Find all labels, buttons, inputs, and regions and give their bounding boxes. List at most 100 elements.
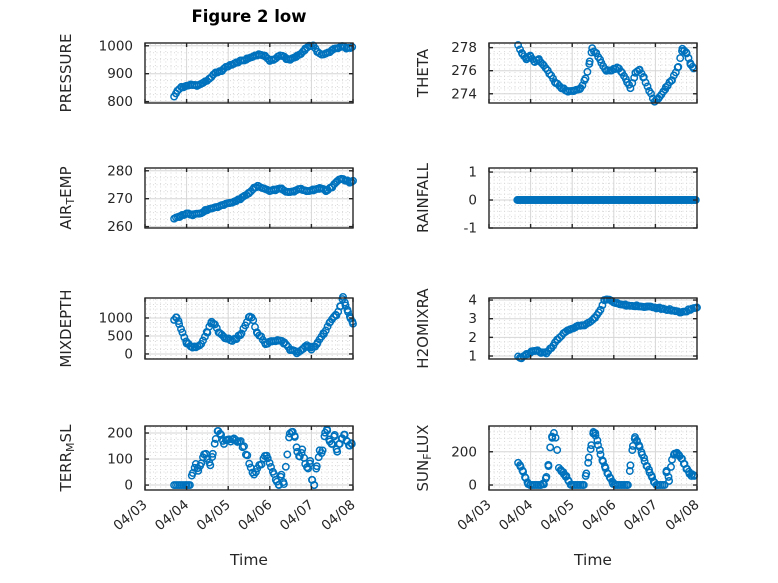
major-grid (145, 168, 353, 228)
marker (591, 431, 600, 440)
marker (640, 453, 648, 462)
y-tick-labels: 260 270 280 (107, 163, 133, 235)
marker (249, 316, 258, 325)
y-tick-labels: 0 100 200 (107, 426, 133, 494)
x-tick-label: 04/07 (277, 497, 317, 534)
x-tick-label: 04/06 (579, 497, 619, 534)
y-axis-label: AIRTEMP (57, 166, 77, 229)
scatter-series (514, 41, 698, 106)
marker (305, 459, 314, 468)
marker (211, 435, 220, 443)
y-tick-label: 1000 (99, 38, 133, 54)
y-tick-label: 274 (451, 86, 477, 102)
minor-grid (146, 169, 352, 227)
marker (312, 462, 321, 471)
marker (277, 470, 286, 479)
y-axis-label: TERRMSL (57, 424, 77, 493)
marker (310, 481, 319, 490)
x-tick-label: 04/04 (152, 497, 192, 534)
marker (347, 177, 356, 186)
marker (283, 450, 292, 459)
marker (549, 429, 558, 437)
marker (583, 67, 592, 76)
marker (553, 79, 562, 88)
marker (216, 429, 225, 438)
marker (581, 74, 590, 83)
x-tick-labels: 04/03 04/04 04/05 04/06 04/07 04/08 (454, 497, 702, 534)
y-tick-label: 0 (468, 478, 477, 494)
x-tick-label: 04/06 (235, 497, 275, 534)
axes-box (488, 425, 698, 491)
y-tick-label: 260 (107, 219, 133, 235)
marker (544, 462, 553, 471)
y-tick-label: 0 (124, 478, 133, 494)
marker (545, 69, 554, 78)
y-tick-labels: 0 500 1000 (99, 310, 133, 362)
x-tick-label: 04/05 (194, 497, 234, 534)
marker (542, 472, 551, 481)
marker (667, 462, 675, 471)
marker (514, 41, 523, 50)
marker (298, 445, 307, 454)
scatter-series (513, 196, 700, 204)
y-tick-label: 200 (451, 444, 477, 460)
axes-box (144, 42, 354, 104)
y-tick-label: 1000 (99, 310, 133, 326)
marker (206, 461, 215, 470)
x-tick-label: 04/05 (538, 497, 578, 534)
marker (323, 426, 332, 435)
marker (674, 62, 683, 71)
marker (304, 464, 313, 473)
y-tick-label: 200 (107, 426, 133, 442)
marker (208, 453, 217, 461)
y-axis-label: PRESSURE (57, 34, 75, 113)
y-tick-label: 278 (451, 40, 477, 56)
y-tick-label: 4 (468, 293, 477, 309)
marker (582, 469, 591, 478)
axes-box (488, 42, 698, 104)
marker (282, 340, 291, 349)
marker (682, 49, 691, 58)
major-grid (145, 43, 353, 103)
y-tick-label: 0 (468, 193, 477, 209)
y-tick-label: 280 (107, 163, 133, 179)
marker (641, 78, 650, 87)
marker (175, 320, 184, 329)
x-tick-label: 04/08 (662, 497, 702, 534)
marker (578, 81, 587, 90)
marker (579, 481, 588, 489)
marker (691, 196, 700, 204)
marker (174, 317, 183, 326)
scatter-series (170, 292, 357, 358)
y-axis-label: THETA (414, 48, 432, 98)
y-tick-label: 270 (107, 191, 133, 207)
axes-box (144, 167, 354, 229)
marker (593, 436, 602, 445)
marker (630, 73, 639, 82)
y-tick-label: 800 (107, 94, 133, 110)
marker (623, 481, 632, 489)
chart-h2omixra: 1 2 3 4 H2OMIXRA (414, 288, 701, 369)
marker (553, 446, 562, 454)
marker (584, 458, 593, 467)
marker (643, 82, 652, 91)
x-axis-label-left: Time (230, 551, 268, 569)
marker (199, 336, 207, 345)
marker (596, 305, 605, 314)
axes-box (144, 425, 354, 491)
marker (306, 456, 315, 465)
chart-mixdepth: 0 500 1000 MIXDEPTH (57, 289, 357, 368)
marker (240, 442, 248, 451)
marker (191, 460, 200, 468)
marker (318, 446, 327, 455)
x-axis-label-right: Time (574, 551, 612, 569)
marker (626, 461, 635, 470)
x-tick-label: 04/03 (454, 497, 494, 534)
marker (199, 78, 208, 87)
y-tick-label: 100 (107, 452, 133, 468)
marker (665, 476, 674, 485)
marker (585, 57, 594, 66)
y-tick-label: -1 (464, 221, 477, 237)
